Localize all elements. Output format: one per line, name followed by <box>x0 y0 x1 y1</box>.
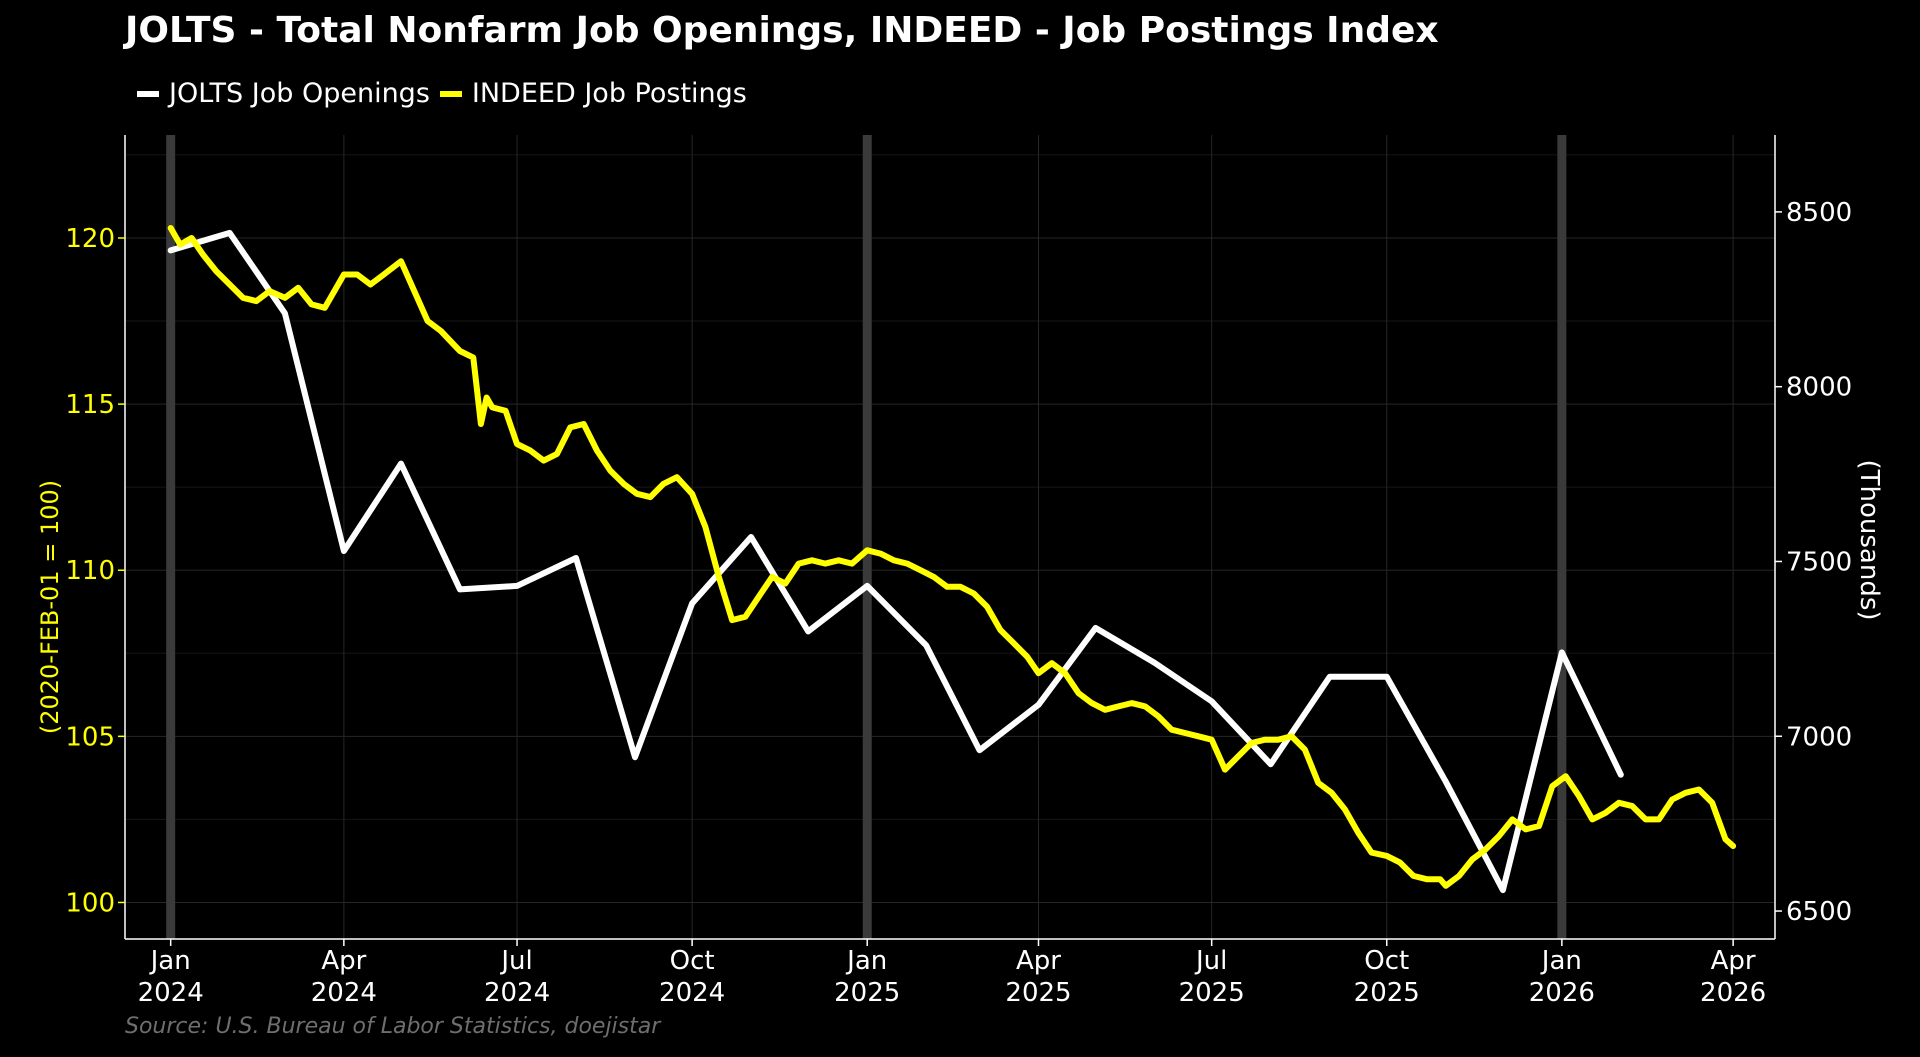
x-tick-year-label: 2024 <box>659 978 725 1008</box>
year-marker-band <box>166 135 176 939</box>
legend-label-indeed: INDEED Job Postings <box>471 78 747 109</box>
left-tick-label: 115 <box>65 390 115 420</box>
x-tick-month-label: Jan <box>1540 946 1582 976</box>
left-tick-label: 120 <box>65 224 115 254</box>
x-tick-year-label: 2024 <box>484 978 550 1008</box>
x-tick-month-label: Apr <box>1711 946 1756 976</box>
right-tick-label: 7000 <box>1786 722 1852 752</box>
left-axis-title: (2020-FEB-01 = 100) <box>36 480 64 734</box>
x-tick-month-label: Apr <box>321 946 366 976</box>
x-tick-month-label: Oct <box>670 946 715 976</box>
legend-item-indeed: INDEED Job Postings <box>439 78 747 109</box>
x-tick-month-label: Apr <box>1016 946 1061 976</box>
x-tick-year-label: 2024 <box>311 978 377 1008</box>
legend-swatch-indeed <box>439 90 462 97</box>
series-line-jolts <box>167 229 1624 894</box>
legend-item-jolts: JOLTS Job Openings <box>137 78 430 109</box>
legend: JOLTS Job Openings INDEED Job Postings <box>137 78 757 109</box>
x-tick-month-label: Oct <box>1364 946 1409 976</box>
right-tick-label: 6500 <box>1786 897 1852 927</box>
x-tick-year-label: 2024 <box>138 978 204 1008</box>
x-tick-year-label: 2026 <box>1700 978 1766 1008</box>
right-axis-title: (Thousands) <box>1854 459 1884 620</box>
left-tick-label: 100 <box>65 888 115 918</box>
year-marker-band <box>862 135 872 939</box>
series-line-indeed <box>167 225 1737 889</box>
x-tick-year-label: 2025 <box>1005 978 1071 1008</box>
x-tick-month-label: Jul <box>1194 946 1227 976</box>
x-tick-year-label: 2025 <box>1354 978 1420 1008</box>
x-tick-month-label: Jul <box>499 946 532 976</box>
source-caption: Source: U.S. Bureau of Labor Statistics,… <box>125 1014 661 1039</box>
x-tick-year-label: 2026 <box>1529 978 1595 1008</box>
x-tick-year-label: 2025 <box>1179 978 1245 1008</box>
legend-swatch-jolts <box>137 90 159 97</box>
right-tick-label: 8000 <box>1786 373 1852 403</box>
left-tick-label: 105 <box>65 722 115 752</box>
chart-title: JOLTS - Total Nonfarm Job Openings, INDE… <box>125 10 1439 51</box>
year-marker-band <box>1557 135 1567 939</box>
right-tick-label: 8500 <box>1786 198 1852 228</box>
x-tick-year-label: 2025 <box>834 978 900 1008</box>
legend-label-jolts: JOLTS Job Openings <box>169 78 430 109</box>
x-tick-month-label: Jan <box>845 946 887 976</box>
right-tick-label: 7500 <box>1786 547 1852 577</box>
left-tick-label: 110 <box>65 556 115 586</box>
x-tick-month-label: Jan <box>149 946 191 976</box>
